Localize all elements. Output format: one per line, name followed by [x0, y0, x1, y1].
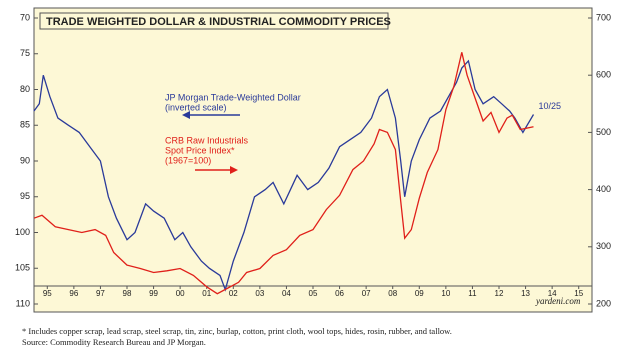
x-tick-label: 15: [574, 289, 583, 298]
x-tick-label: 12: [495, 289, 504, 298]
x-tick-label: 00: [176, 289, 185, 298]
y2-tick-label: 300: [596, 241, 611, 251]
x-tick-label: 09: [415, 289, 424, 298]
source: Source: Commodity Research Bureau and JP…: [22, 337, 206, 347]
legend-note: (1967=100): [165, 155, 211, 165]
source-credit: yardeni.com: [535, 296, 581, 306]
y-tick-label: 90: [20, 155, 30, 165]
y-tick-label: 105: [15, 263, 30, 273]
x-tick-label: 11: [468, 289, 477, 298]
x-tick-label: 07: [362, 289, 371, 298]
y2-tick-label: 200: [596, 298, 611, 308]
x-tick-label: 10: [441, 289, 450, 298]
x-tick-label: 08: [388, 289, 397, 298]
footnote: * Includes copper scrap, lead scrap, ste…: [22, 326, 452, 336]
y-tick-label: 80: [20, 84, 30, 94]
y2-tick-label: 500: [596, 127, 611, 137]
title-box: [39, 12, 389, 30]
x-tick-label: 13: [521, 289, 530, 298]
x-tick-label: 99: [149, 289, 158, 298]
x-tick-label: 96: [69, 289, 78, 298]
plot-area: [33, 7, 593, 313]
chart-title: TRADE WEIGHTED DOLLAR & INDUSTRIAL COMMO…: [46, 16, 391, 28]
y2-tick-label: 600: [596, 70, 611, 80]
arrow-head: [230, 166, 238, 174]
legend-label: JP Morgan Trade-Weighted Dollar: [165, 92, 301, 102]
x-tick-label: 02: [229, 289, 238, 298]
arrow-head: [182, 111, 190, 119]
y2-tick-label: 700: [596, 12, 611, 22]
x-tick-label: 01: [202, 289, 211, 298]
x-tick-label: 05: [309, 289, 318, 298]
series-line: [33, 59, 535, 292]
x-tick-label: 98: [123, 289, 132, 298]
y2-tick-label: 400: [596, 184, 611, 194]
y-tick-label: 110: [16, 298, 30, 308]
legend-note: (inverted scale): [165, 102, 227, 112]
x-tick-label: 04: [282, 289, 291, 298]
y-tick-label: 70: [20, 12, 30, 22]
legend-note: Spot Price Index*: [165, 145, 235, 155]
y-tick-label: 95: [20, 191, 30, 201]
series-line: [33, 52, 534, 295]
x-tick-label: 95: [43, 289, 52, 298]
x-tick-label: 06: [335, 289, 344, 298]
y-tick-label: 85: [20, 120, 30, 130]
legend-label: CRB Raw Industrials: [165, 135, 249, 145]
y-tick-label: 75: [20, 48, 30, 58]
x-tick-label: 97: [96, 289, 105, 298]
y-tick-label: 100: [15, 227, 30, 237]
x-tick-label: 14: [548, 289, 557, 298]
x-tick-label: 03: [255, 289, 264, 298]
end-label: 10/25: [539, 101, 562, 111]
